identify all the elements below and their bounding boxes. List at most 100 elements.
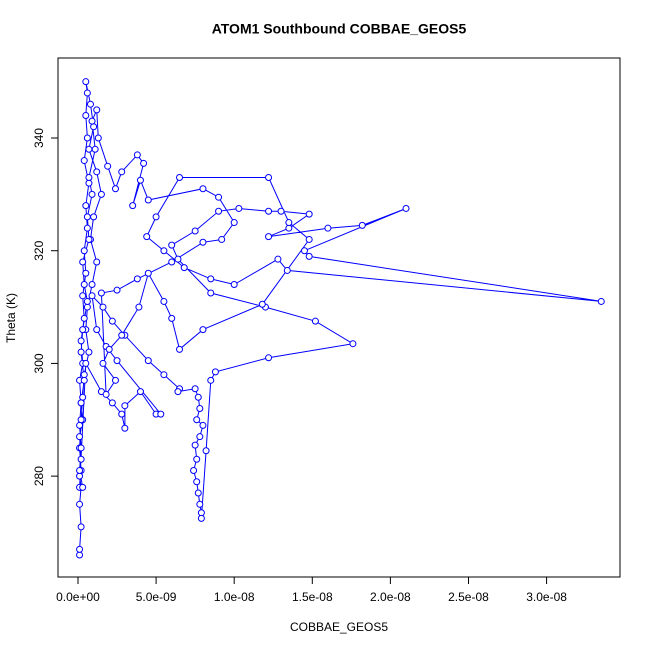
x-tick-label: 3.0e-08 bbox=[526, 590, 567, 604]
data-point bbox=[277, 207, 285, 215]
data-point bbox=[174, 255, 182, 263]
data-point bbox=[349, 340, 357, 348]
data-point bbox=[80, 157, 88, 165]
data-point bbox=[76, 545, 84, 553]
data-point bbox=[85, 145, 93, 153]
data-point bbox=[76, 433, 84, 441]
data-point bbox=[285, 219, 293, 227]
data-point bbox=[80, 281, 88, 289]
data-point bbox=[597, 297, 605, 305]
data-point bbox=[358, 221, 366, 229]
data-point bbox=[77, 348, 85, 356]
data-point bbox=[285, 224, 293, 232]
data-point bbox=[113, 357, 121, 365]
data-point bbox=[118, 168, 126, 176]
data-point bbox=[79, 258, 87, 266]
data-point bbox=[76, 466, 84, 474]
data-point bbox=[85, 348, 93, 356]
data-point bbox=[176, 345, 184, 353]
data-point bbox=[121, 424, 129, 432]
data-point bbox=[76, 421, 84, 429]
data-point bbox=[82, 78, 90, 86]
data-point bbox=[77, 455, 85, 463]
data-point bbox=[93, 106, 101, 114]
x-tick-label: 1.5e-08 bbox=[292, 590, 333, 604]
data-point bbox=[79, 393, 87, 401]
data-point bbox=[91, 145, 99, 153]
data-point bbox=[194, 489, 202, 497]
y-tick-label: 320 bbox=[32, 240, 46, 260]
data-point bbox=[207, 376, 215, 384]
data-point bbox=[211, 368, 219, 376]
data-point bbox=[108, 399, 116, 407]
data-point bbox=[235, 204, 243, 212]
data-point bbox=[118, 331, 126, 339]
data-point bbox=[93, 258, 101, 266]
data-point bbox=[191, 227, 199, 235]
data-point bbox=[111, 185, 119, 193]
data-point bbox=[83, 134, 91, 142]
data-point bbox=[94, 134, 102, 142]
data-point bbox=[77, 416, 85, 424]
data-point bbox=[82, 111, 90, 119]
x-tick-label: 2.5e-08 bbox=[448, 590, 489, 604]
data-point bbox=[202, 447, 210, 455]
data-point bbox=[230, 281, 238, 289]
data-point bbox=[193, 455, 201, 463]
data-point bbox=[265, 354, 273, 362]
data-point bbox=[305, 210, 313, 218]
data-point bbox=[133, 275, 141, 283]
data-point bbox=[144, 269, 152, 277]
x-tick-label: 5.0e-09 bbox=[136, 590, 177, 604]
y-tick-label: 340 bbox=[32, 128, 46, 148]
data-point bbox=[197, 509, 205, 517]
data-point bbox=[77, 399, 85, 407]
data-point bbox=[77, 444, 85, 452]
y-tick-label: 300 bbox=[32, 353, 46, 373]
data-point bbox=[85, 235, 93, 243]
data-point bbox=[196, 405, 204, 413]
data-point bbox=[174, 388, 182, 396]
data-point bbox=[99, 303, 107, 311]
data-point bbox=[157, 410, 165, 418]
data-point bbox=[105, 345, 113, 353]
data-point bbox=[196, 433, 204, 441]
data-point bbox=[76, 551, 84, 559]
data-point bbox=[104, 162, 112, 170]
data-point bbox=[97, 190, 105, 198]
data-point bbox=[305, 235, 313, 243]
data-point bbox=[83, 297, 91, 305]
data-point bbox=[160, 371, 168, 379]
data-point bbox=[83, 89, 91, 97]
data-point bbox=[402, 204, 410, 212]
data-point bbox=[199, 238, 207, 246]
y-tick-label: 280 bbox=[32, 466, 46, 486]
data-point bbox=[207, 275, 215, 283]
data-point bbox=[176, 173, 184, 181]
x-tick-label: 1.0e-08 bbox=[214, 590, 255, 604]
data-point bbox=[196, 500, 204, 508]
chart-title: ATOM1 Southbound COBBAE_GEOS5 bbox=[212, 21, 467, 37]
data-point bbox=[140, 159, 148, 167]
data-point bbox=[143, 233, 151, 241]
data-point bbox=[191, 385, 199, 393]
data-point bbox=[77, 337, 85, 345]
data-point bbox=[83, 303, 91, 311]
data-point bbox=[88, 190, 96, 198]
data-point bbox=[144, 357, 152, 365]
data-point bbox=[215, 207, 223, 215]
data-point bbox=[193, 478, 201, 486]
data-point bbox=[199, 326, 207, 334]
data-point bbox=[274, 255, 282, 263]
data-point bbox=[265, 233, 273, 241]
data-point bbox=[85, 173, 93, 181]
data-point bbox=[90, 213, 98, 221]
data-point bbox=[258, 300, 266, 308]
data-point bbox=[207, 289, 215, 297]
data-point bbox=[193, 416, 201, 424]
data-point bbox=[311, 317, 319, 325]
data-point bbox=[265, 207, 273, 215]
data-point bbox=[82, 359, 90, 367]
data-point bbox=[283, 266, 291, 274]
